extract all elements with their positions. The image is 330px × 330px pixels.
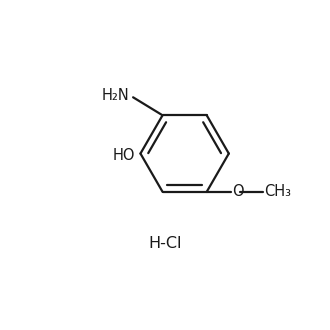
Text: H₂N: H₂N <box>101 88 129 103</box>
Text: H-Cl: H-Cl <box>148 236 182 251</box>
Text: CH₃: CH₃ <box>264 184 291 199</box>
Text: O: O <box>232 184 244 199</box>
Text: HO: HO <box>113 148 136 163</box>
